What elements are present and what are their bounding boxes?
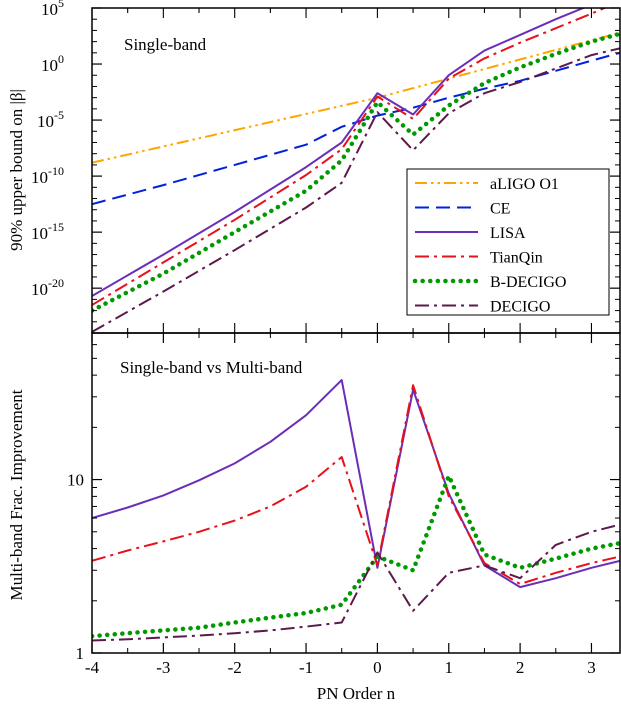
x-axis-label: PN Order n <box>317 684 396 703</box>
legend-box <box>406 168 610 316</box>
top-y-tick-label: 105 <box>41 0 64 19</box>
bottom-series-tianqin <box>92 384 620 585</box>
bottom-series-decigo <box>92 523 620 642</box>
top-y-axis-label: 90% upper bound on |β| <box>7 89 26 251</box>
x-tick-label: -2 <box>228 658 242 677</box>
top-series-tianqin <box>92 8 607 306</box>
bottom-y-tick-label: 10 <box>67 471 84 490</box>
x-tick-label: -1 <box>299 658 313 677</box>
bottom-series-b-decigo <box>92 473 620 639</box>
bottom-panel: -4 -3 -2 -1 0 1 2 3 1 10 Single-band vs Multi-ban… <box>7 332 621 703</box>
bottom-series-lisa <box>92 379 620 589</box>
top-panel: 105 100 10-5 10-10 10-15 10-20 Single-band 90… <box>7 0 621 334</box>
x-tick-label: 1 <box>445 658 454 677</box>
top-series-lisa <box>92 8 586 297</box>
top-y-tick-label: 10-5 <box>37 108 64 131</box>
top-ticks-group: 105 100 10-5 10-10 10-15 10-20 <box>31 0 620 334</box>
top-y-tick-label: 10-10 <box>31 164 64 187</box>
x-tick-label: -3 <box>156 658 170 677</box>
bottom-y-tick-label: 1 <box>76 644 85 663</box>
x-tick-label: 3 <box>587 658 596 677</box>
bottom-series-group <box>92 379 620 642</box>
top-series-group <box>92 8 620 333</box>
top-series-b-decigo <box>92 31 620 313</box>
bottom-y-axis-label: Multi-band Frac. Improvement <box>7 389 26 600</box>
legend-label-lisa: LISA <box>490 225 526 242</box>
top-y-tick-label: 10-20 <box>31 276 64 299</box>
top-y-tick-label: 10-15 <box>31 220 64 243</box>
top-panel-title: Single-band <box>124 35 207 54</box>
top-y-tick-label: 100 <box>41 52 64 75</box>
x-tick-label: 0 <box>373 658 382 677</box>
x-tick-label: 2 <box>516 658 525 677</box>
legend-label-ce: CE <box>490 201 510 218</box>
top-series-ce <box>92 51 620 206</box>
legend-label-tianqin: TianQin <box>490 250 543 267</box>
x-tick-label: -4 <box>85 658 100 677</box>
legend: aLIGO O1 CE LISA TianQin B-DECIGO DECIGO <box>406 168 610 316</box>
legend-label-decigo: DECIGO <box>490 299 550 316</box>
legend-label-aligo-o1: aLIGO O1 <box>490 176 559 193</box>
top-series-decigo <box>92 47 620 333</box>
bottom-plot-frame <box>91 332 621 654</box>
bottom-panel-title: Single-band vs Multi-band <box>120 358 303 377</box>
legend-label-b-decigo: B-DECIGO <box>490 274 566 291</box>
